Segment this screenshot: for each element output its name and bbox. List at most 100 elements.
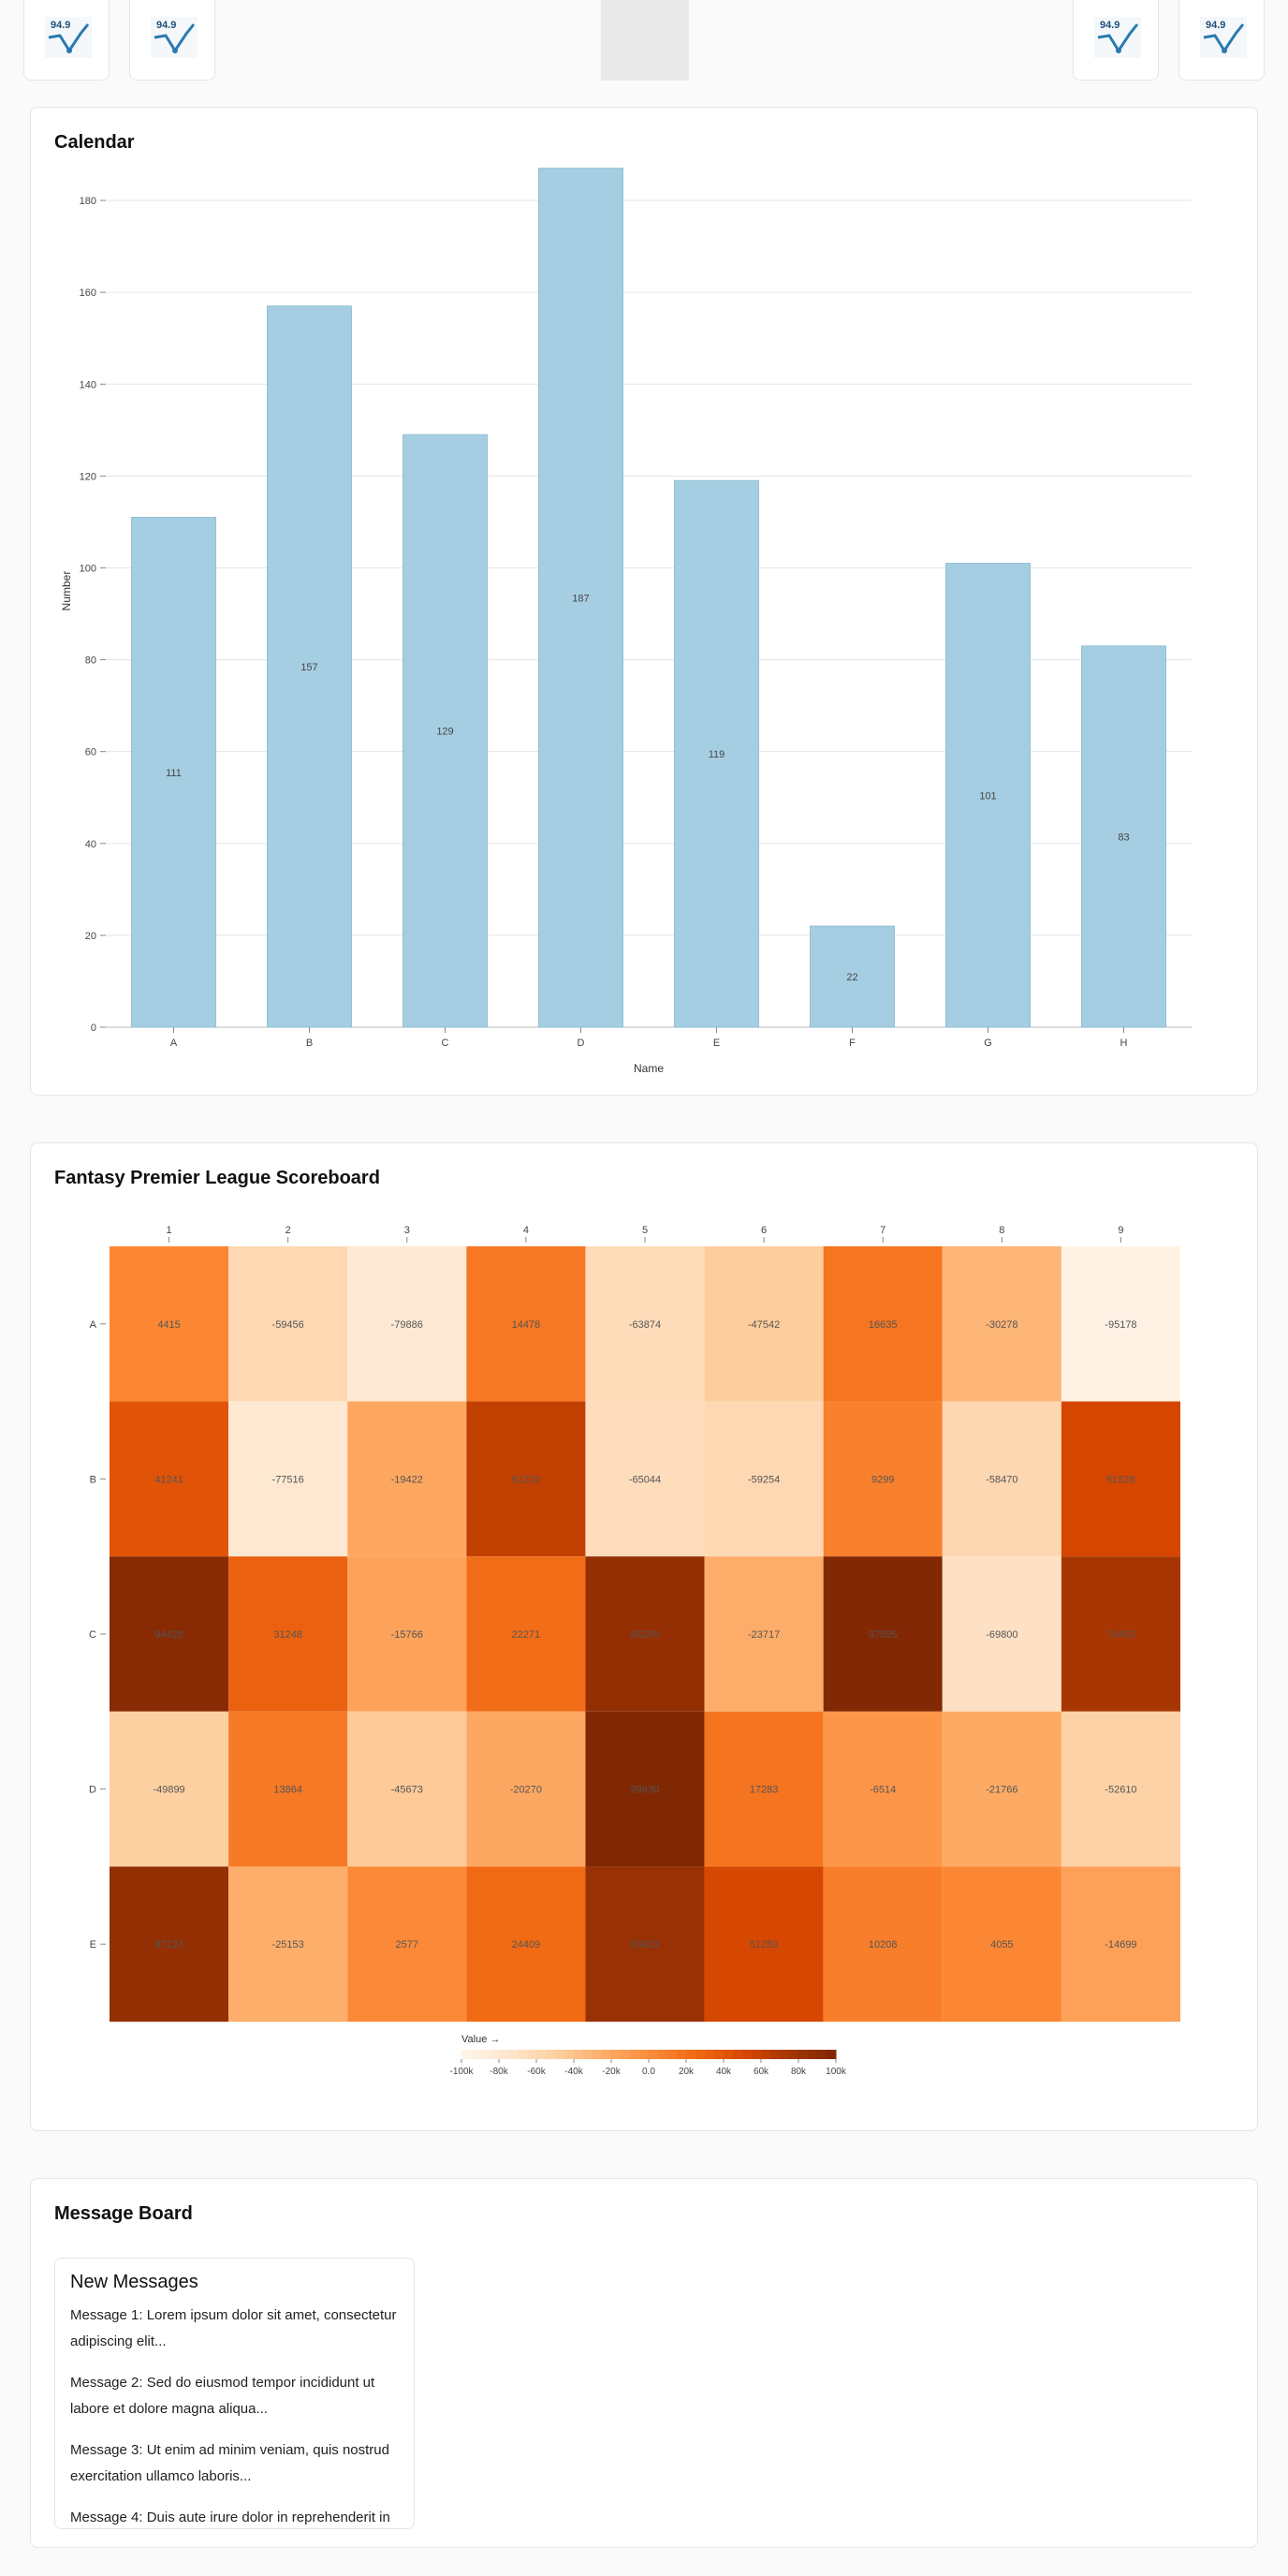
row-label: C — [89, 1629, 96, 1641]
heatmap-cell — [1061, 1711, 1180, 1867]
heatmap-cell — [228, 1246, 348, 1402]
legend-swatch — [555, 2050, 565, 2059]
cell-value-label: 83923 — [631, 1939, 660, 1950]
y-tick-label: 80 — [85, 655, 96, 667]
legend-swatch — [780, 2050, 790, 2059]
column-label: 7 — [880, 1225, 886, 1236]
cell-value-label: -25153 — [272, 1939, 304, 1950]
y-tick-label: 100 — [80, 563, 96, 574]
cell-value-label: -59254 — [748, 1474, 780, 1485]
cell-value-label: 86299 — [631, 1629, 660, 1641]
heatmap-cell — [704, 1556, 824, 1712]
thumbnail-3[interactable]: 94.9 — [1073, 0, 1159, 81]
cell-value-label: 31248 — [273, 1629, 302, 1641]
legend-swatch — [611, 2050, 622, 2059]
row-label: B — [90, 1474, 96, 1485]
legend-swatch — [733, 2050, 743, 2059]
legend-swatch — [686, 2050, 696, 2059]
column-label: 4 — [523, 1225, 529, 1236]
x-tick-label: F — [849, 1038, 856, 1049]
y-tick-label: 40 — [85, 839, 96, 850]
heatmap-cell — [347, 1866, 467, 2022]
legend-swatch — [564, 2050, 575, 2059]
calendar-card: Calendar 0 20 40 60 80 100 120 140 160 180 111 A 157… — [30, 107, 1258, 1096]
thumbnail-2[interactable]: 94.9 — [129, 0, 215, 81]
heatmap-cell — [704, 1866, 824, 2022]
column-label: 9 — [1118, 1225, 1123, 1236]
chart-thumbnail-icon: 94.9 — [45, 17, 92, 58]
heatmap-cell — [466, 1556, 586, 1712]
column-label: 6 — [761, 1225, 767, 1236]
y-tick-label: 20 — [85, 931, 96, 942]
cell-value-label: 24409 — [512, 1939, 541, 1950]
cell-value-label: 22271 — [512, 1629, 541, 1641]
heatmap-cell — [347, 1556, 467, 1712]
legend-swatch — [649, 2050, 659, 2059]
heatmap-cell — [704, 1246, 824, 1402]
cell-value-label: -15766 — [391, 1629, 423, 1641]
svg-text:94.9: 94.9 — [1100, 20, 1120, 31]
scoreboard-title: Fantasy Premier League Scoreboard — [54, 1168, 380, 1188]
legend-title: Value → — [461, 2034, 500, 2045]
cell-value-label: -19422 — [391, 1474, 423, 1485]
heatmap-cell — [228, 1711, 348, 1867]
thumbnail-4[interactable]: 94.9 — [1178, 0, 1265, 81]
new-messages-panel[interactable]: New Messages Message 1: Lorem ipsum dolo… — [54, 2258, 415, 2529]
x-tick-label: H — [1120, 1038, 1128, 1049]
heatmap-cell — [110, 1556, 229, 1712]
heatmap-cell — [347, 1711, 467, 1867]
legend-tick-label: 60k — [754, 2067, 769, 2077]
message-item[interactable]: Message 3: Ut enim ad minim veniam, quis… — [70, 2442, 389, 2484]
cell-value-label: -20270 — [510, 1785, 542, 1796]
heatmap-cell — [823, 1556, 943, 1712]
cell-value-label: -63874 — [629, 1319, 661, 1331]
bar-value-label: 22 — [846, 972, 857, 983]
cell-value-label: -95178 — [1105, 1319, 1136, 1331]
message-item[interactable]: Message 2: Sed do eiusmod tempor incidid… — [70, 2375, 375, 2417]
legend-swatch — [798, 2050, 809, 2059]
legend-swatch — [658, 2050, 668, 2059]
legend-tick-label: 0.0 — [642, 2067, 655, 2077]
heatmap-cell — [110, 1711, 229, 1867]
message-item[interactable]: Message 1: Lorem ipsum dolor sit amet, c… — [70, 2307, 397, 2349]
legend-swatch — [742, 2050, 753, 2059]
y-tick-label: 0 — [91, 1023, 96, 1034]
heatmap-cell — [110, 1401, 229, 1557]
x-tick-label: B — [306, 1038, 313, 1049]
legend-swatch — [527, 2050, 537, 2059]
y-tick-label: 140 — [80, 379, 96, 390]
cell-value-label: -69800 — [986, 1629, 1017, 1641]
x-tick-label: D — [578, 1038, 585, 1049]
legend-swatch — [508, 2050, 519, 2059]
heatmap-cell — [823, 1711, 943, 1867]
cell-value-label: -6514 — [870, 1785, 896, 1796]
legend-swatch — [518, 2050, 528, 2059]
bar-B — [267, 305, 352, 1028]
chart-thumbnail-icon: 94.9 — [1094, 17, 1141, 58]
bar-value-label: 119 — [709, 749, 725, 760]
legend-swatch — [705, 2050, 715, 2059]
legend-swatch — [480, 2050, 490, 2059]
message-item[interactable]: Message 4: Duis aute irure dolor in repr… — [70, 2510, 390, 2525]
thumbnail-1[interactable]: 94.9 — [23, 0, 110, 81]
legend-swatch — [724, 2050, 734, 2059]
bar-value-label: 101 — [979, 790, 996, 802]
heatmap-cell — [228, 1866, 348, 2022]
thumbnail-placeholder[interactable] — [601, 0, 689, 81]
cell-value-label: 2577 — [396, 1939, 418, 1950]
cell-value-label: -45673 — [391, 1785, 423, 1796]
column-label: 8 — [999, 1225, 1004, 1236]
heatmap-cell — [466, 1246, 586, 1402]
scoreboard-card: Fantasy Premier League Scoreboard 1 2 3 4 5 6… — [30, 1142, 1258, 2131]
heatmap-cell — [585, 1866, 705, 2022]
heatmap-cell — [1061, 1246, 1180, 1402]
legend-swatch — [808, 2050, 818, 2059]
calendar-bar-chart: 0 20 40 60 80 100 120 140 160 180 111 A 157 B 129 C 187 D… — [60, 168, 1192, 1075]
cell-value-label: 41241 — [154, 1474, 183, 1485]
heatmap-cell — [823, 1246, 943, 1402]
heatmap-cell — [466, 1711, 586, 1867]
legend-swatch — [602, 2050, 612, 2059]
svg-text:94.9: 94.9 — [51, 20, 70, 31]
legend-swatch — [621, 2050, 631, 2059]
column-label: 5 — [642, 1225, 648, 1236]
